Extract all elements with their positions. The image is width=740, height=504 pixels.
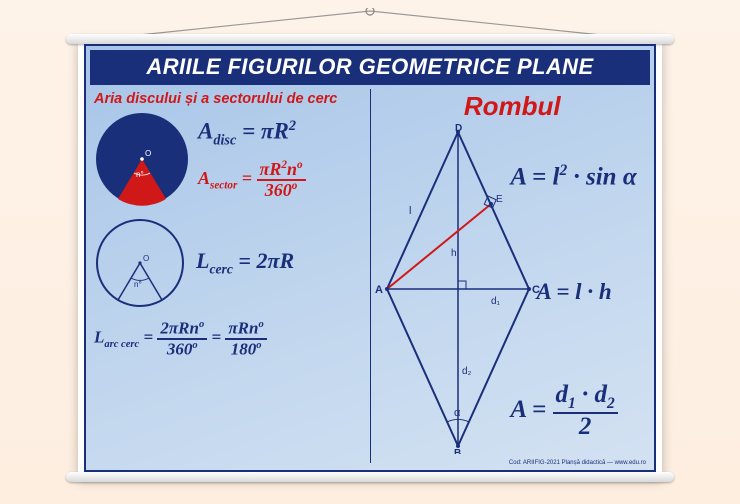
right-column: Rombul bbox=[371, 85, 655, 471]
formula-rhombus-lh: A = l · h bbox=[537, 279, 612, 305]
svg-text:d₁: d₁ bbox=[491, 296, 501, 307]
left-column: Aria discului și a sectorului de cerc O … bbox=[86, 85, 370, 471]
left-subtitle: Aria discului și a sectorului de cerc bbox=[94, 91, 362, 107]
svg-text:n°: n° bbox=[134, 280, 142, 289]
footer-note: Cod: ARIIFIG-2021 Planșă didactică — www… bbox=[509, 460, 646, 466]
poster-title: ARIILE FIGURILOR GEOMETRICE PLANE bbox=[90, 50, 650, 85]
formula-rhombus-sin: A = l2 · sin α bbox=[511, 162, 637, 191]
formula-rhombus-diag: A = d1 · d22 bbox=[511, 382, 618, 441]
rod-top bbox=[66, 34, 674, 44]
circle-diagram: O n° bbox=[94, 217, 186, 309]
svg-text:A: A bbox=[375, 284, 383, 296]
rod-bottom bbox=[66, 472, 674, 482]
svg-text:D: D bbox=[455, 124, 462, 134]
svg-text:α: α bbox=[454, 407, 461, 419]
poster-container: ARIILE FIGURILOR GEOMETRICE PLANE Aria d… bbox=[78, 38, 662, 478]
formula-larc: Larc cerc = 2πRno360o = πRno180o bbox=[94, 319, 362, 358]
svg-text:h: h bbox=[451, 248, 457, 259]
svg-text:O: O bbox=[145, 149, 151, 158]
svg-text:E: E bbox=[496, 194, 503, 205]
disc-diagram: O n° bbox=[94, 111, 190, 207]
right-subtitle: Rombul bbox=[379, 91, 647, 122]
svg-text:O: O bbox=[143, 254, 149, 263]
svg-text:B: B bbox=[454, 448, 461, 454]
svg-text:d₂: d₂ bbox=[462, 366, 472, 377]
formula-sector: Asector = πR2no360o bbox=[198, 160, 306, 200]
poster: ARIILE FIGURILOR GEOMETRICE PLANE Aria d… bbox=[84, 44, 656, 472]
formula-disc: Adisc = πR2 bbox=[198, 118, 306, 149]
formula-lcerc: Lcerc = 2πR bbox=[196, 248, 294, 277]
svg-text:l: l bbox=[409, 205, 411, 217]
